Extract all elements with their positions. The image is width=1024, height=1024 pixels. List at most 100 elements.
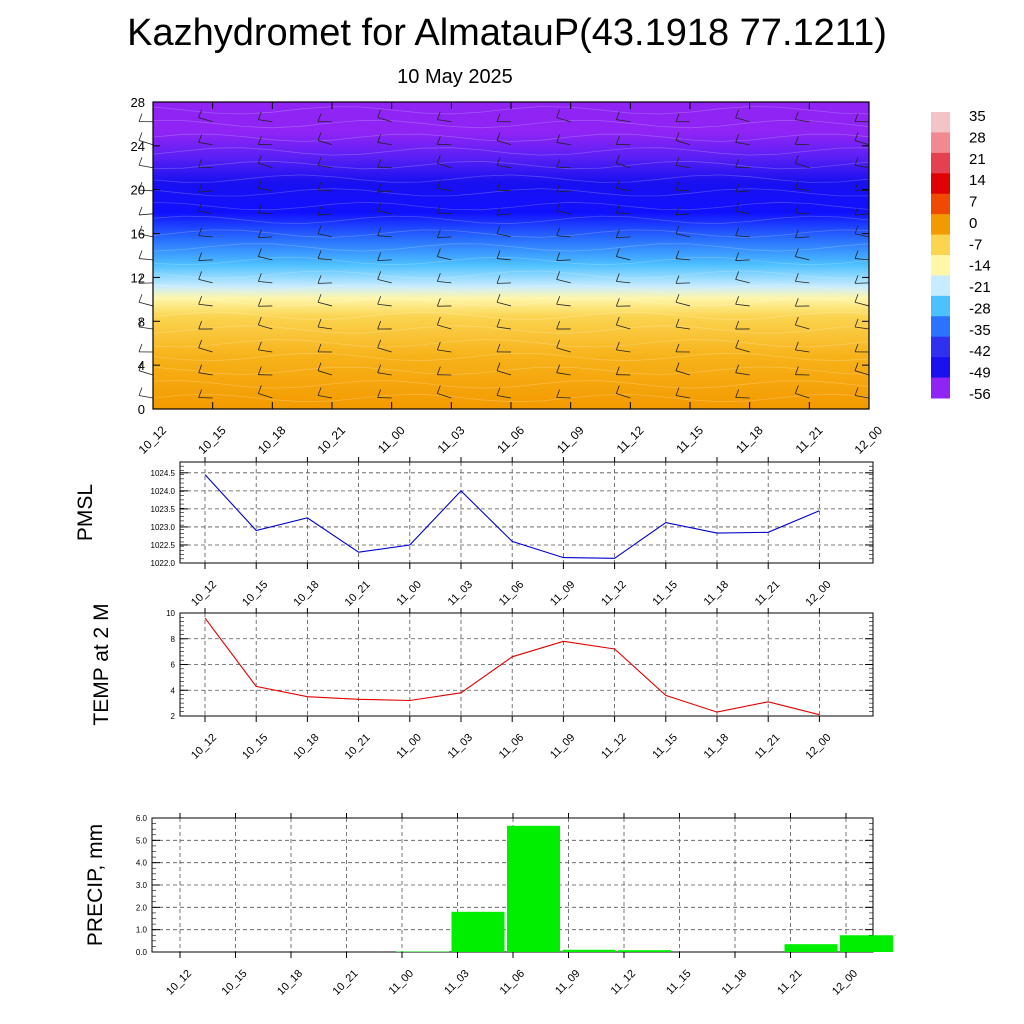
wind-barb-feather	[794, 136, 799, 145]
wind-barb	[675, 318, 691, 330]
wind-barb-feather	[615, 341, 620, 351]
wind-barb-feather	[794, 248, 799, 257]
wind-barb-shaft	[138, 140, 154, 146]
precip-bar	[840, 935, 893, 952]
wind-barb-shaft	[556, 142, 571, 146]
wind-barb-feather	[854, 225, 859, 234]
wind-barb-feather	[138, 275, 143, 284]
wind-barb	[496, 362, 512, 376]
wind-barb-feather	[496, 387, 501, 396]
profile-y-tick-label: 20	[131, 183, 145, 198]
wind-barb-feather	[735, 134, 740, 143]
precip-x-tick-label: 10_18	[275, 968, 305, 998]
wind-barb	[257, 179, 273, 192]
wind-barb-shaft	[138, 213, 154, 216]
wind-barb	[198, 109, 213, 123]
wind-barb-shaft	[795, 187, 810, 192]
colorbar-label: 28	[969, 129, 986, 146]
wind-barb-feather	[257, 316, 262, 326]
wind-barb-feather	[794, 229, 799, 238]
wind-barb-shaft	[735, 397, 750, 399]
wind-barb-feather	[257, 155, 262, 164]
wind-barb-shaft	[198, 347, 213, 353]
colorbar-swatch	[931, 295, 950, 317]
wind-barb-feather	[615, 229, 620, 238]
wind-barb-feather	[556, 389, 561, 398]
profile-contour	[152, 201, 870, 211]
wind-barb	[735, 339, 750, 353]
wind-barb	[675, 387, 691, 399]
profile-contour	[152, 188, 869, 197]
profile-y-tick-label: 28	[131, 95, 145, 110]
precip-y-axis-title: PRECIP, mm	[84, 824, 107, 946]
wind-barb	[496, 318, 512, 330]
profile-x-tick-label: 11_00	[375, 423, 408, 456]
wind-barb-feather	[138, 250, 143, 259]
wind-barb-feather	[794, 111, 799, 120]
profile-contour	[152, 311, 870, 320]
precip-x-tick-label: 11_03	[442, 968, 472, 998]
temp-x-tick-label: 10_12	[189, 732, 219, 762]
precip-x-tick-label: 11_06	[498, 968, 528, 998]
wind-barb-shaft	[437, 256, 452, 261]
wind-barb	[794, 155, 810, 169]
wind-barb	[854, 343, 870, 353]
wind-barb-feather	[377, 339, 382, 349]
wind-barb	[198, 183, 213, 193]
wind-barb-shaft	[198, 142, 213, 146]
wind-barb-feather	[556, 339, 561, 349]
wind-barb	[257, 341, 273, 353]
colorbar-label: 0	[969, 215, 977, 232]
colorbar-label: 21	[969, 151, 986, 168]
temperature-profile-chart: 0 4 8 12 16 20 24 28 10_12 10_15 10_18 10_21 11_00 11…	[131, 95, 886, 457]
wind-barb	[735, 227, 750, 238]
wind-barb-shaft	[556, 279, 571, 284]
wind-barb	[138, 225, 154, 238]
temp-x-tick-label: 11_21	[753, 732, 783, 762]
wind-barb-feather	[496, 206, 501, 216]
colorbar-label: 14	[969, 172, 986, 189]
wind-barb-feather	[675, 132, 680, 141]
wind-barb-feather	[496, 132, 501, 141]
wind-barb	[496, 225, 512, 238]
wind-barb-feather	[198, 320, 203, 330]
profile-contour	[152, 380, 870, 389]
wind-barb	[794, 385, 810, 399]
wind-barb-feather	[615, 204, 620, 214]
wind-barb-feather	[436, 136, 441, 145]
wind-barb-feather	[436, 366, 441, 375]
wind-barb-shaft	[675, 164, 691, 169]
precip-chart: 0.0 1.0 2.0 3.0 4.0 5.0 6.0 10_12 10_15 10_18 10_2…	[84, 813, 893, 998]
wind-barb	[138, 113, 154, 123]
wind-barb	[854, 250, 870, 261]
wind-barb-feather	[854, 362, 859, 371]
wind-barb	[317, 113, 333, 123]
wind-barb-shaft	[437, 119, 452, 123]
wind-barb-shaft	[258, 119, 273, 123]
wind-barb	[794, 136, 810, 146]
wind-barb	[735, 389, 750, 399]
wind-barb-feather	[675, 294, 680, 303]
precip-bar	[507, 825, 560, 952]
wind-barb	[735, 159, 750, 169]
wind-barb-shaft	[795, 236, 810, 239]
wind-barb-shaft	[675, 395, 691, 399]
precip-bar	[562, 949, 616, 952]
wind-barb-feather	[675, 225, 680, 234]
wind-barb-feather	[615, 366, 620, 375]
wind-barb	[794, 341, 810, 353]
wind-barb-shaft	[616, 280, 631, 284]
temp-y-tick-label: 10	[166, 609, 175, 618]
wind-barb-shaft	[556, 166, 571, 169]
wind-barb-shaft	[556, 347, 571, 353]
profile-x-tick-label: 11_21	[793, 423, 826, 456]
profile-contour	[152, 393, 870, 403]
wind-barb	[436, 229, 452, 239]
wind-barb-feather	[675, 318, 680, 328]
wind-barb-shaft	[675, 189, 691, 192]
wind-barb-shaft	[854, 395, 870, 399]
wind-barb-feather	[556, 271, 561, 280]
wind-barb	[556, 227, 571, 238]
wind-barb	[854, 132, 870, 146]
wind-barb-feather	[436, 204, 441, 214]
